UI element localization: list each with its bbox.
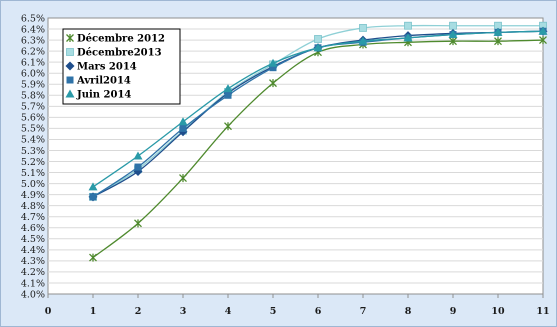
y-tick-label: 5.8%	[21, 91, 45, 102]
x-tick-label: 0	[45, 306, 52, 317]
data-point	[88, 182, 98, 191]
data-point	[314, 35, 322, 43]
x-tick-label: 8	[405, 306, 412, 317]
data-point	[269, 64, 277, 72]
data-point	[449, 37, 457, 46]
data-point	[313, 43, 323, 52]
y-tick-label: 5.3%	[21, 146, 45, 157]
data-point	[89, 253, 97, 262]
data-point	[538, 26, 548, 35]
data-point	[358, 36, 368, 45]
data-point	[494, 37, 502, 46]
y-tick-label: 6.1%	[21, 57, 45, 68]
data-point	[448, 30, 458, 39]
y-tick-label: 6.0%	[21, 69, 45, 80]
x-tick-label: 9	[450, 306, 457, 317]
y-tick-label: 6.5%	[21, 13, 45, 24]
y-tick-label: 5.5%	[21, 124, 45, 135]
y-tick-label: 5.2%	[21, 157, 45, 168]
y-tick-label: 5.1%	[21, 168, 45, 179]
data-point	[449, 21, 457, 30]
data-point	[133, 151, 143, 160]
legend-label: Avril2014	[76, 76, 131, 87]
y-tick-label: 4.4%	[21, 245, 45, 256]
data-point	[224, 122, 232, 131]
x-tick-label: 2	[135, 306, 142, 317]
data-point	[268, 58, 278, 67]
y-tick-label: 4.8%	[21, 201, 45, 212]
y-tick-label: 5.6%	[21, 113, 45, 124]
legend-item: Avril2014	[66, 76, 131, 87]
data-point	[179, 124, 187, 132]
data-point	[178, 117, 188, 126]
legend-label: Mars 2014	[77, 62, 137, 73]
legend-item: Décembre 2012	[66, 34, 165, 45]
y-tick-label: 6.2%	[21, 46, 45, 57]
data-point	[403, 33, 413, 42]
x-tick-label: 10	[491, 306, 505, 317]
data-point	[134, 163, 142, 171]
x-tick-label: 5	[270, 306, 277, 317]
y-tick-label: 5.7%	[21, 102, 45, 113]
series-5	[88, 26, 548, 191]
data-point	[224, 91, 232, 99]
legend-marker	[66, 76, 74, 84]
legend-item: Juin 2014	[65, 89, 131, 101]
x-tick-label: 3	[180, 306, 187, 317]
y-tick-label: 5.9%	[21, 80, 45, 91]
y-tick-label: 6.4%	[21, 24, 45, 35]
legend-item: Décembre2013	[66, 48, 162, 59]
y-tick-label: 4.1%	[21, 278, 45, 289]
legend-marker	[65, 89, 75, 98]
y-tick-label: 4.9%	[21, 190, 45, 201]
x-tick-label: 6	[315, 306, 322, 317]
data-point	[134, 219, 142, 228]
data-point	[404, 21, 412, 30]
y-axis-ticks: 4.0%4.1%4.2%4.3%4.4%4.5%4.6%4.7%4.8%4.9%…	[21, 13, 45, 300]
data-point	[539, 36, 547, 45]
legend-label: Décembre 2012	[77, 34, 165, 45]
series-group	[88, 21, 548, 262]
y-tick-label: 4.3%	[21, 256, 45, 267]
legend-box	[62, 28, 181, 105]
legend-label: Juin 2014	[76, 90, 131, 101]
legend: Décembre 2012 Décembre2013 Mars 2014 Avril2…	[62, 28, 181, 105]
data-point	[269, 79, 277, 88]
x-tick-label: 7	[360, 306, 367, 317]
legend-marker	[66, 48, 74, 56]
y-tick-label: 4.0%	[21, 289, 45, 300]
legend-item: Mars 2014	[65, 61, 137, 73]
legend-marker	[66, 34, 74, 42]
legend-marker	[65, 61, 75, 71]
legend-label: Décembre2013	[77, 48, 162, 59]
x-tick-label: 4	[225, 306, 232, 317]
y-tick-label: 4.5%	[21, 234, 45, 245]
y-tick-label: 4.6%	[21, 223, 45, 234]
x-tick-label: 11	[536, 306, 549, 317]
data-point	[223, 84, 233, 93]
y-tick-label: 4.7%	[21, 212, 45, 223]
y-tick-label: 6.3%	[21, 35, 45, 46]
y-tick-label: 5.0%	[21, 179, 45, 190]
x-tick-label: 1	[90, 306, 97, 317]
data-point	[493, 27, 503, 36]
y-tick-label: 5.4%	[21, 135, 45, 146]
data-point	[179, 174, 187, 183]
x-axis-ticks: 0 1 2 3 4 5 6 7 8 9 10 11	[45, 294, 550, 317]
data-point	[89, 193, 97, 201]
data-point	[359, 24, 367, 32]
y-tick-label: 4.2%	[21, 267, 45, 278]
